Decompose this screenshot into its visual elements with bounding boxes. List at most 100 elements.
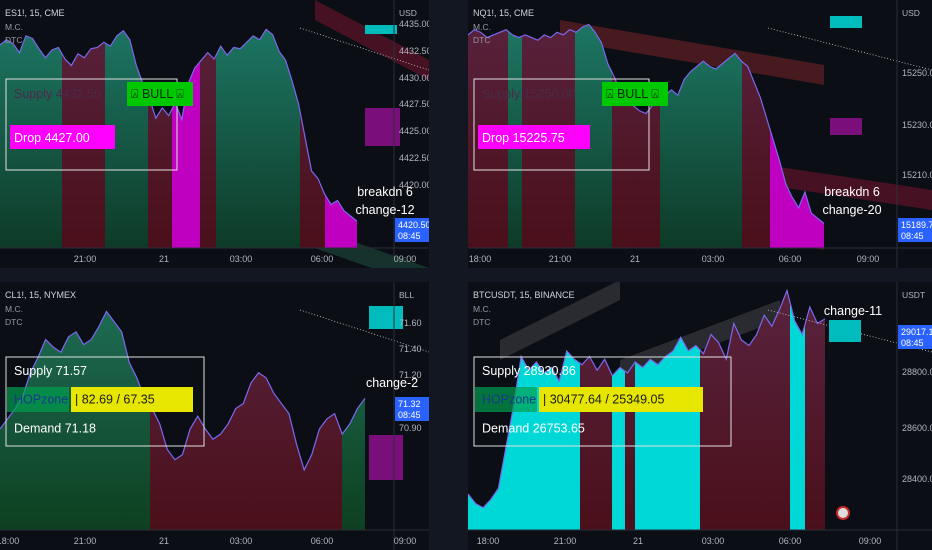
annotation-label: change-20 [822,203,881,217]
signal-block [830,16,862,28]
y-tick-label: 4430.00 [399,73,432,83]
last-price-time: 08:45 [398,410,421,420]
x-tick-label: 21 [159,254,169,264]
x-tick-label: 21:00 [554,536,577,546]
x-tick-label: 21:00 [74,536,97,546]
x-tick-label: 21 [633,536,643,546]
indicator-label[interactable]: DTC [473,35,490,45]
info-text: Demand 26753.65 [482,422,585,436]
info-box [5,356,205,447]
info-text: Supply 71.57 [14,364,87,378]
info-text: Supply 4432.50 [14,87,101,101]
y-tick-label: 71.60 [399,318,422,328]
price-line [0,28,358,222]
info-text: Demand 71.18 [14,422,96,436]
x-tick-label: 09:00 [859,536,882,546]
y-tick-label: 4420.00 [399,180,432,190]
price-line [467,23,825,224]
y-tick-label: 4427.50 [399,99,432,109]
y-tick-label: 71.40 [399,344,422,354]
symbol-label[interactable]: BTCUSDT, 15, BINANCE [473,290,575,300]
x-tick-label: 21:00 [549,254,572,264]
bull-badge [602,82,668,106]
currency-label: USD [902,8,920,18]
trend-line [767,27,932,71]
indicator-label[interactable]: DTC [5,317,22,327]
x-tick-label: 09:00 [394,254,417,264]
x-tick-label: 06:00 [311,536,334,546]
info-text: | 82.69 / 67.35 [75,393,155,407]
x-tick-label: 06:00 [779,254,802,264]
hopzone-badge [475,387,537,412]
x-tick-label: 09:00 [857,254,880,264]
y-tick-label: 15250.00 [902,68,932,78]
signal-block [830,118,862,135]
price-line [467,288,826,509]
last-price-tag [395,397,429,421]
y-tick-label: 4435.00 [399,19,432,29]
y-tick-label: 71.20 [399,370,422,380]
y-tick-label: 15210.00 [902,170,932,180]
symbol-label[interactable]: ES1!, 15, CME [5,8,65,18]
last-price-time: 08:45 [398,231,421,241]
x-tick-label: 21 [159,536,169,546]
drop-badge [478,125,590,149]
info-text: Supply 15250.00 [482,87,576,101]
annotation-label: breakdn 6 [824,185,880,199]
annotation-label: change-12 [355,203,414,217]
currency-label: BLL [399,290,414,300]
info-box [473,356,732,447]
y-tick-label: 28400.00 [902,474,932,484]
y-tick-label: 4432.50 [399,46,432,56]
x-tick-label: 06:00 [779,536,802,546]
indicator-label[interactable]: DTC [473,317,490,327]
last-price-value: 4420.50 [398,220,431,230]
hopzone-range-badge [539,387,703,412]
zone-band [200,29,216,248]
x-tick-label: 21:00 [74,254,97,264]
signal-block [829,320,861,342]
indicator-label[interactable]: M.C. [5,304,23,314]
x-tick-label: 18:00 [477,536,500,546]
zone-band [216,29,300,248]
horizontal-divider[interactable] [0,268,932,282]
last-price-value: 71.32 [398,399,421,409]
x-tick-label: 03:00 [702,254,725,264]
indicator-label[interactable]: M.C. [473,304,491,314]
info-text: | 30477.64 / 25349.05 [543,393,664,407]
info-text: Supply 28930.86 [482,364,576,378]
trend-channel [500,280,620,360]
indicator-label[interactable]: M.C. [473,22,491,32]
signal-block [369,435,403,480]
x-tick-label: 06:00 [311,254,334,264]
hopzone-badge [7,387,69,412]
info-text: HOPzone [14,393,68,407]
info-text: ⍓ BULL ⍓ [131,87,184,101]
signal-block [369,306,403,329]
x-tick-label: 18:00 [0,536,19,546]
info-box [473,78,650,171]
y-tick-label: 28800.00 [902,367,932,377]
bull-badge [127,82,193,106]
chart-panel: NQ1!, 15, CME M.C. DTC USD 15250.00 15230.00 1… [467,0,932,268]
zone-band [790,290,805,530]
last-price-time: 08:45 [901,231,924,241]
x-tick-label: 03:00 [702,536,725,546]
y-tick-label: 70.90 [399,423,422,433]
trend-channel [620,300,780,380]
flag-icon[interactable] [836,506,850,520]
indicator-label[interactable]: DTC [5,35,22,45]
signal-block [365,108,400,146]
info-box [5,78,178,171]
annotation-label: breakdn 6 [357,185,413,199]
indicator-label[interactable]: M.C. [5,22,23,32]
y-tick-label: 4422.50 [399,153,432,163]
last-price-tag [898,218,932,242]
info-text: Drop 4427.00 [14,131,90,145]
chart-panel: BTCUSDT, 15, BINANCE M.C. DTC USDT 28800.00 2… [467,280,932,550]
symbol-label[interactable]: CL1!, 15, NYMEX [5,290,76,300]
symbol-label[interactable]: NQ1!, 15, CME [473,8,534,18]
y-tick-label: 15230.00 [902,120,932,130]
